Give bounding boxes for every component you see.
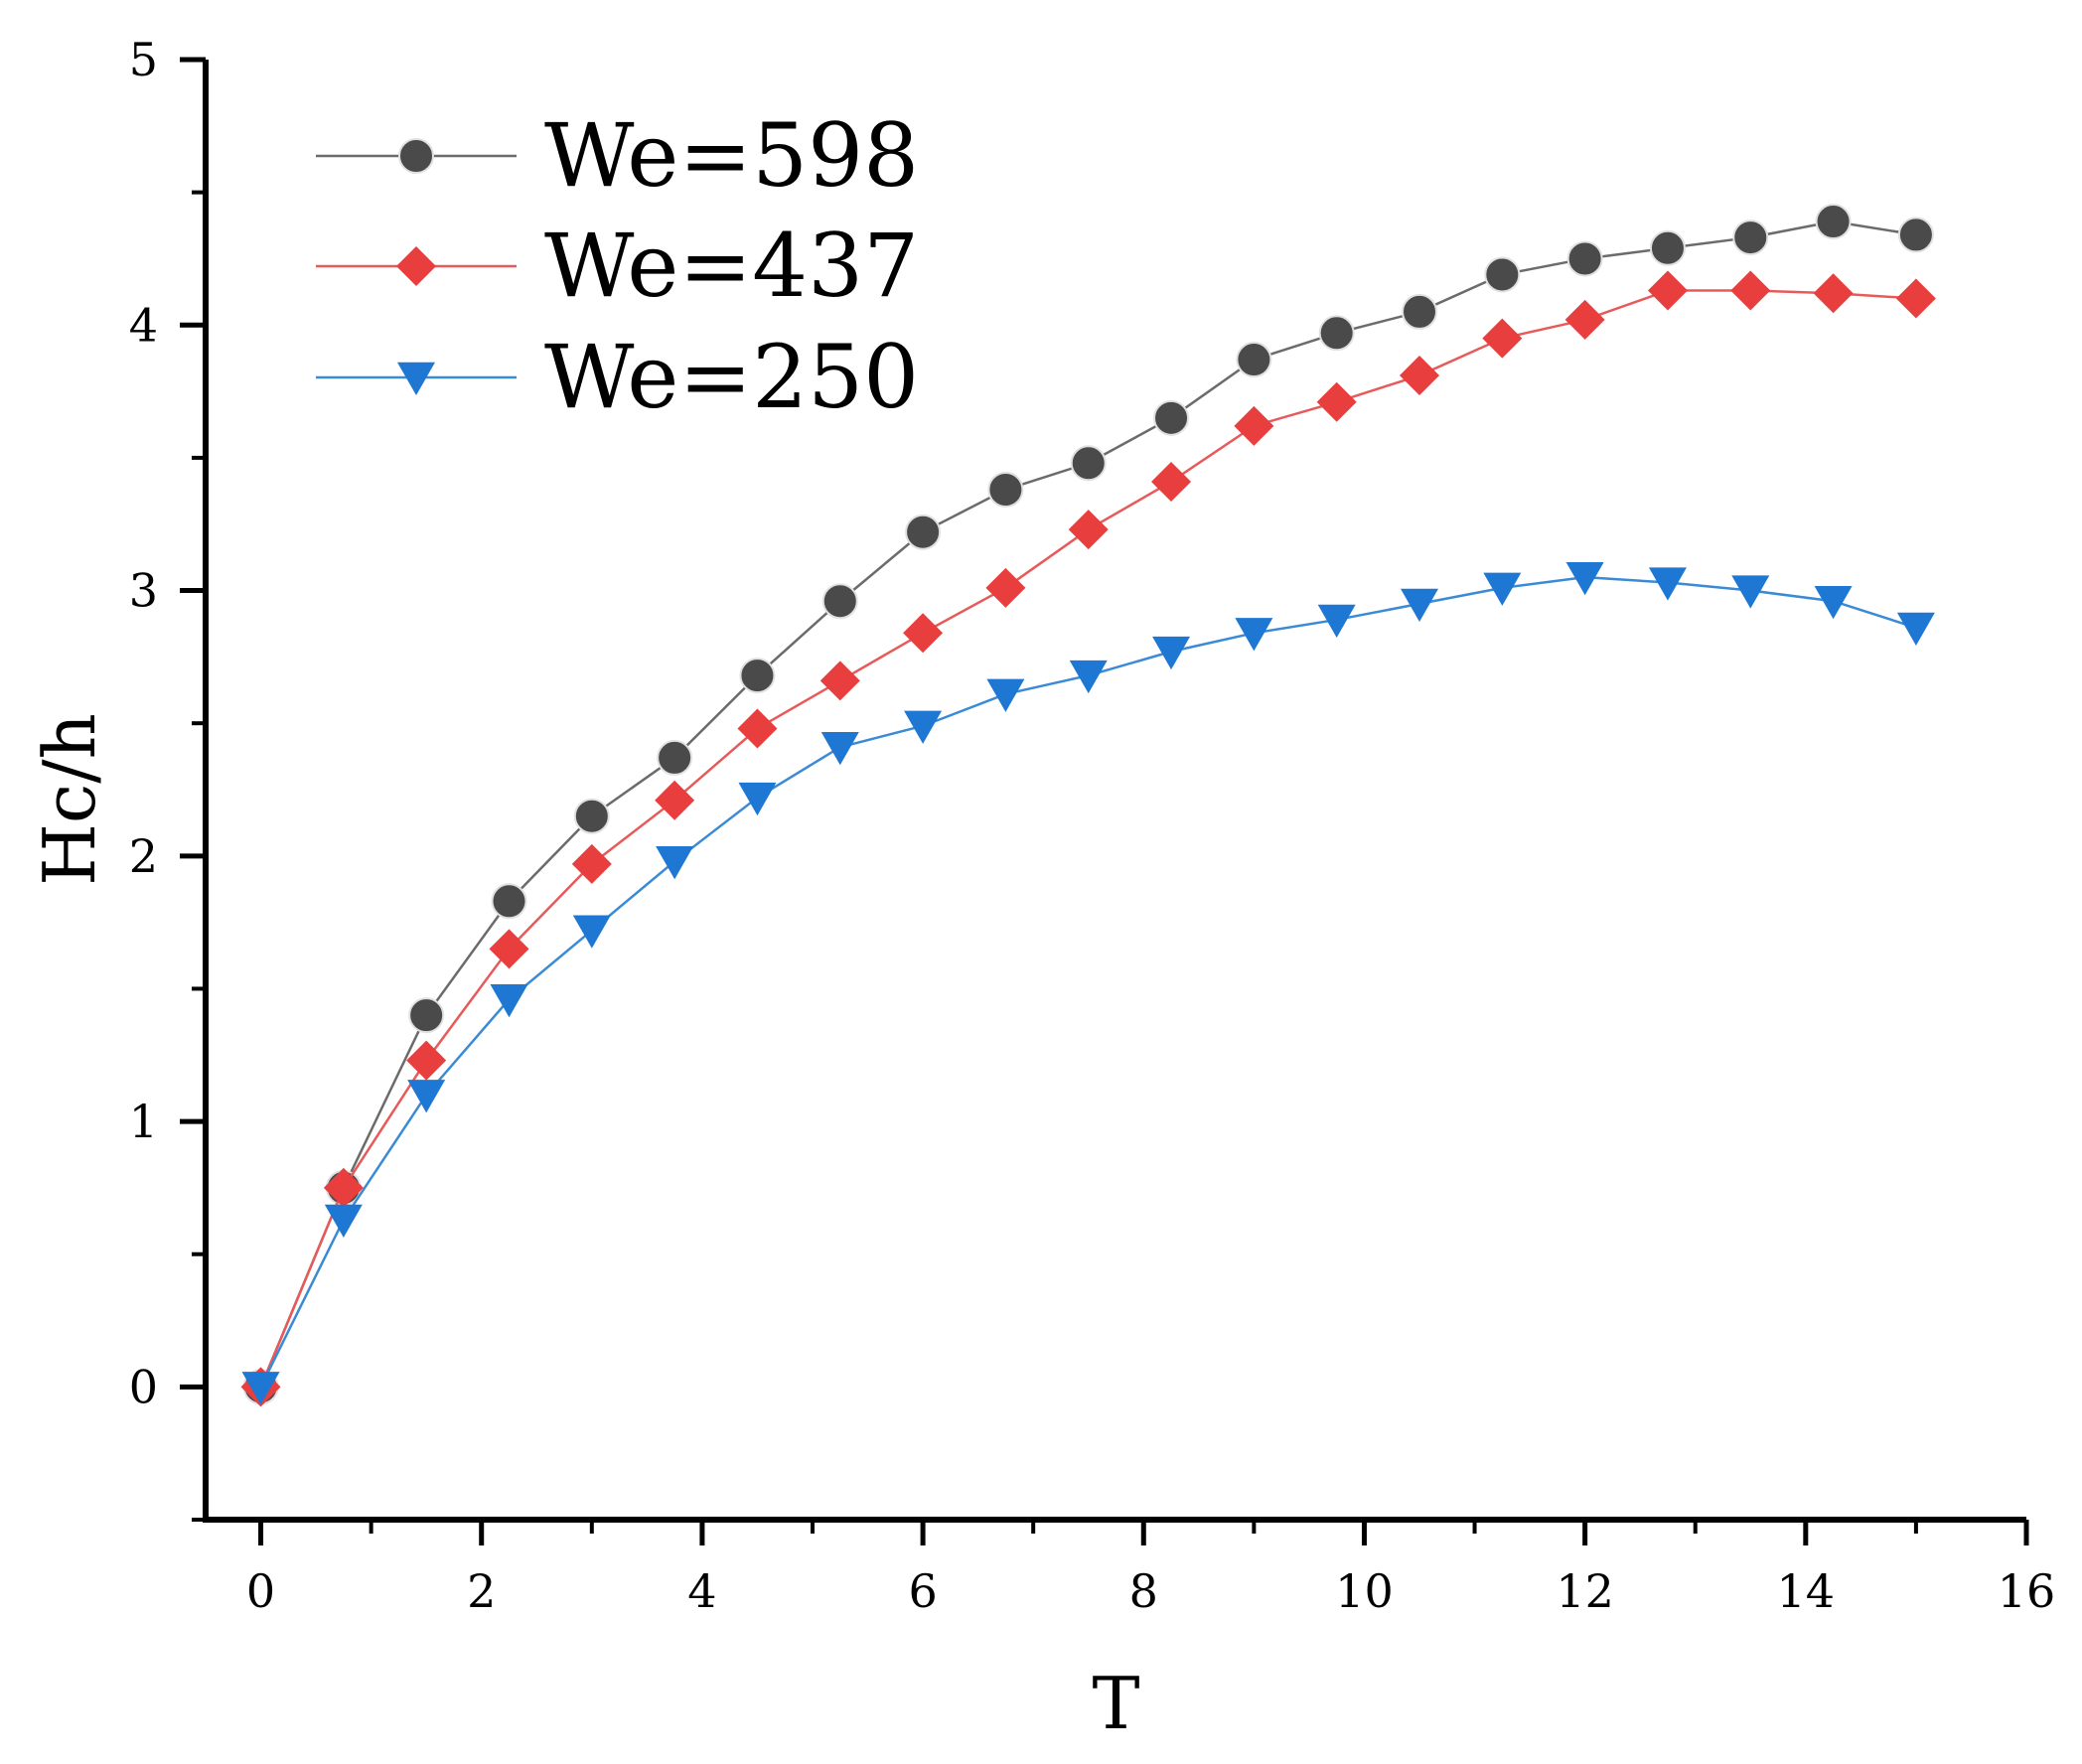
data-point-we-598	[821, 583, 858, 620]
legend-marker-we-437	[396, 246, 436, 286]
x-tick-label: 2	[467, 1564, 496, 1618]
legend-label-we-437: We=437	[544, 215, 919, 317]
data-point-we-437	[406, 1040, 447, 1081]
legend-label-we-250: We=250	[544, 326, 919, 428]
x-tick-label: 10	[1335, 1564, 1394, 1618]
data-point-we-598	[1153, 399, 1190, 436]
data-point-we-437	[737, 708, 778, 749]
x-tick-label: 16	[1998, 1564, 2056, 1618]
data-point-we-250	[1401, 588, 1438, 622]
data-point-we-437	[1151, 461, 1192, 502]
x-tick-label: 0	[246, 1564, 275, 1618]
series-we-437	[240, 270, 1936, 1407]
data-point-we-250	[1235, 618, 1273, 652]
data-point-we-598	[491, 883, 527, 920]
data-point-we-437	[1234, 405, 1274, 446]
data-point-we-598	[1318, 315, 1355, 352]
x-tick-label: 14	[1777, 1564, 1836, 1618]
x-tick-label: 8	[1129, 1564, 1158, 1618]
data-point-we-437	[323, 1167, 364, 1208]
data-point-we-598	[1402, 293, 1437, 330]
data-point-we-250	[820, 732, 859, 766]
data-point-we-250	[1317, 604, 1356, 638]
data-point-we-250	[986, 678, 1025, 712]
data-point-we-437	[1400, 356, 1439, 396]
data-point-we-598	[408, 997, 445, 1034]
data-point-we-250	[1152, 636, 1191, 670]
y-tick-label: 3	[129, 564, 158, 618]
y-tick-label: 0	[129, 1360, 158, 1413]
data-point-we-250	[241, 1372, 280, 1405]
legend-marker-we-250	[397, 362, 435, 396]
data-point-we-598	[739, 658, 776, 694]
data-point-we-437	[571, 843, 612, 884]
data-point-we-598	[1649, 229, 1686, 266]
data-point-we-250	[1069, 660, 1108, 694]
data-point-we-250	[1896, 612, 1935, 647]
data-point-we-598	[1897, 217, 1934, 253]
data-point-we-250	[1565, 561, 1604, 596]
data-point-we-437	[1895, 278, 1936, 319]
data-point-we-437	[1647, 270, 1688, 311]
data-point-we-598	[657, 739, 693, 776]
data-point-we-598	[987, 471, 1024, 508]
data-point-we-598	[905, 514, 942, 550]
data-point-we-250	[1648, 567, 1687, 601]
y-tick-label: 4	[129, 298, 158, 352]
y-tick-label: 2	[129, 829, 158, 883]
data-point-we-250	[656, 845, 694, 880]
data-point-we-250	[738, 782, 777, 816]
data-point-we-598	[573, 798, 610, 834]
data-point-we-598	[1815, 204, 1852, 240]
data-point-we-437	[489, 929, 529, 969]
data-point-we-598	[1484, 256, 1521, 293]
x-tick-label: 12	[1556, 1564, 1614, 1618]
x-tick-label: 4	[687, 1564, 716, 1618]
data-point-we-250	[1731, 575, 1770, 609]
y-tick-label: 5	[129, 33, 158, 86]
legend-label-we-598: We=598	[544, 104, 919, 207]
data-point-we-598	[1566, 240, 1603, 277]
data-point-we-437	[1564, 299, 1605, 340]
data-point-we-437	[1482, 318, 1523, 359]
data-point-we-250	[1814, 586, 1853, 620]
data-point-we-250	[572, 915, 611, 949]
legend-item-we-598: We=598	[316, 104, 919, 207]
data-point-we-437	[985, 567, 1026, 608]
legend-item-we-250: We=250	[316, 326, 919, 428]
data-point-we-437	[1730, 270, 1771, 311]
data-point-we-598	[1236, 342, 1272, 378]
y-tick-label: 1	[129, 1095, 158, 1148]
data-point-we-437	[1316, 381, 1357, 422]
data-point-we-598	[1070, 445, 1107, 482]
data-point-we-250	[904, 710, 943, 744]
data-point-we-437	[1813, 273, 1854, 314]
series-layer	[240, 204, 1936, 1407]
data-point-we-437	[819, 661, 860, 701]
series-we-598	[242, 204, 1934, 1405]
data-point-we-250	[407, 1080, 446, 1113]
legend-marker-we-598	[398, 138, 434, 174]
legend-item-we-437: We=437	[316, 215, 919, 317]
data-point-we-598	[1732, 220, 1769, 256]
data-point-we-250	[490, 983, 528, 1018]
data-point-we-437	[903, 613, 944, 654]
x-tick-label: 6	[908, 1564, 937, 1618]
data-point-we-250	[324, 1204, 363, 1239]
data-point-we-250	[1483, 572, 1522, 606]
y-axis-title: Hc/h	[28, 713, 111, 886]
data-point-we-437	[1068, 510, 1109, 550]
data-point-we-437	[655, 780, 695, 820]
x-axis-title: T	[1092, 1662, 1139, 1745]
series-we-250	[241, 561, 1935, 1405]
